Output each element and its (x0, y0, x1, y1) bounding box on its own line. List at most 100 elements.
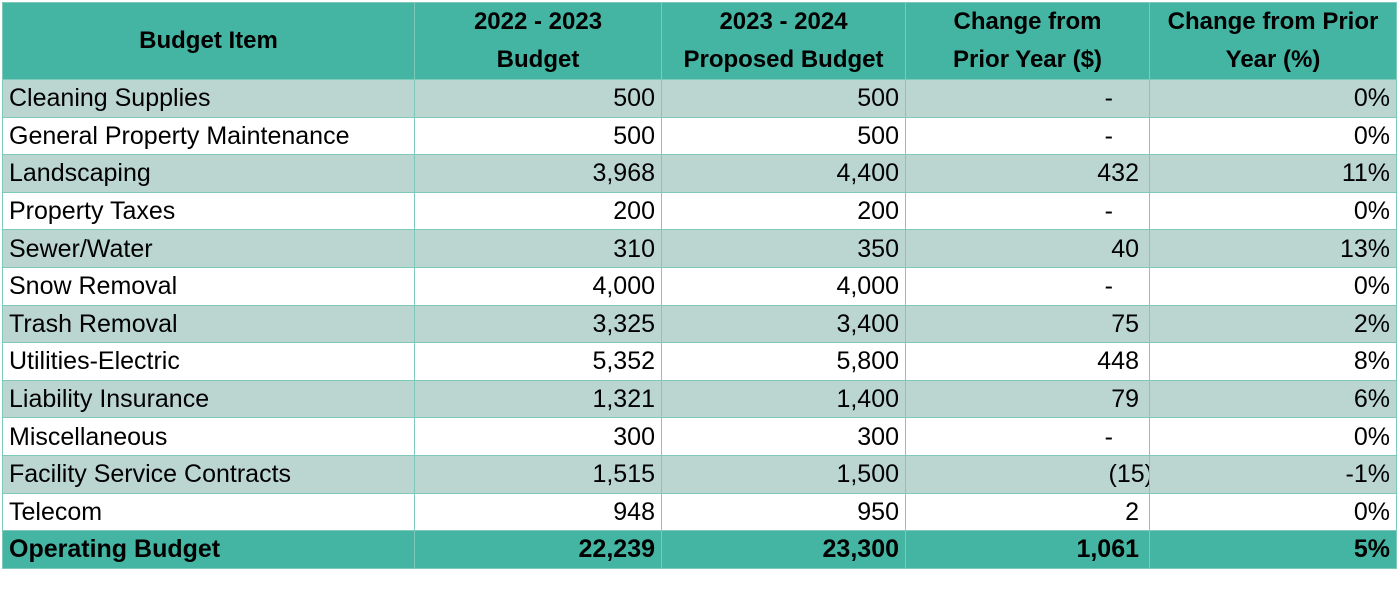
row-budget-2022: 200 (414, 191, 662, 231)
header-budget-item-label: Budget Item (139, 27, 278, 54)
row-item: Trash Removal (2, 304, 415, 344)
row-budget-2023: 300 (661, 417, 906, 456)
header-2022-budget: 2022 - 2023 Budget (414, 2, 662, 80)
row-item: Landscaping (2, 154, 415, 193)
change-dollar-value: 432 (1097, 159, 1139, 188)
row-change-dollar: 448 (905, 342, 1150, 381)
row-change-percent: 0% (1149, 79, 1397, 118)
row-item: General Property Maintenance (2, 116, 415, 156)
table-row: Trash Removal 3,325 3,400 75 2% (2, 304, 1397, 344)
header-2022-budget-line1: 2022 - 2023 (473, 8, 603, 35)
table-row: Liability Insurance 1,321 1,400 79 6% (2, 379, 1397, 419)
row-change-dollar: - (905, 116, 1150, 156)
row-budget-2023: 1,500 (661, 454, 906, 494)
row-change-dollar: - (905, 417, 1150, 456)
row-change-dollar: - (905, 79, 1150, 118)
row-budget-2023: 1,400 (661, 379, 906, 419)
row-budget-2023: 23,300 (661, 530, 906, 569)
row-budget-2023: 500 (661, 79, 906, 118)
row-change-percent: 11% (1149, 154, 1397, 193)
row-budget-2022: 500 (414, 79, 662, 118)
header-change-percent: Change from Prior Year (%) (1149, 2, 1397, 80)
change-dollar-value: - (1104, 84, 1113, 113)
row-change-dollar: 79 (905, 379, 1150, 419)
header-2023-budget-line1: 2023 - 2024 (719, 8, 848, 35)
row-item: Liability Insurance (2, 379, 415, 419)
table-row: General Property Maintenance 500 500-0% (2, 116, 1397, 156)
row-change-dollar: (15) (905, 454, 1150, 494)
row-budget-2022: 500 (414, 116, 662, 156)
row-item: Facility Service Contracts (2, 454, 415, 494)
row-budget-2023: 500 (661, 116, 906, 156)
change-dollar-value: - (1104, 197, 1113, 226)
total-row: Operating Budget 22,239 23,300 1,061 5% (2, 530, 1397, 569)
row-change-percent: 5% (1149, 530, 1397, 569)
row-budget-2022: 4,000 (414, 266, 662, 306)
row-change-percent: 2% (1149, 304, 1397, 344)
row-budget-2023: 350 (661, 229, 906, 268)
row-change-dollar: - (905, 266, 1150, 306)
row-budget-2022: 3,325 (414, 304, 662, 344)
table-row: Miscellaneous 300 300-0% (2, 417, 1397, 456)
row-item: Operating Budget (2, 530, 415, 569)
budget-table: Budget Item 2022 - 2023 Budget 2023 - 20… (2, 2, 1397, 569)
row-budget-2023: 4,000 (661, 266, 906, 306)
row-budget-2022: 948 (414, 492, 662, 532)
row-item: Miscellaneous (2, 417, 415, 456)
change-dollar-value: 40 (1111, 234, 1139, 263)
row-change-dollar: 1,061 (905, 530, 1150, 569)
header-change-percent-line1: Change from Prior (1167, 8, 1379, 35)
change-dollar-value: - (1104, 422, 1113, 451)
table-row: Telecom 948 950 2 0% (2, 492, 1397, 532)
table-row: Snow Removal 4,000 4,000-0% (2, 266, 1397, 306)
row-item: Telecom (2, 492, 415, 532)
row-change-dollar: 75 (905, 304, 1150, 344)
row-budget-2022: 3,968 (414, 154, 662, 193)
table-row: Facility Service Contracts 1,515 1,500 (15)… (2, 454, 1397, 494)
table-row: Utilities-Electric 5,352 5,800 448 8% (2, 342, 1397, 381)
row-change-percent: 13% (1149, 229, 1397, 268)
row-change-percent: 6% (1149, 379, 1397, 419)
row-item: Sewer/Water (2, 229, 415, 268)
row-item: Snow Removal (2, 266, 415, 306)
row-budget-2022: 22,239 (414, 530, 662, 569)
change-dollar-value: 2 (1125, 497, 1139, 526)
table-header-row: Budget Item 2022 - 2023 Budget 2023 - 20… (2, 2, 1397, 80)
row-change-dollar: 2 (905, 492, 1150, 532)
header-change-dollar-line2: Prior Year ($) (953, 46, 1102, 73)
row-budget-2023: 5,800 (661, 342, 906, 381)
row-change-percent: 0% (1149, 492, 1397, 532)
change-dollar-value: (15) (1108, 460, 1150, 489)
table-row: Cleaning Supplies 500 500-0% (2, 79, 1397, 118)
table-row: Landscaping 3,968 4,400 432 11% (2, 154, 1397, 193)
header-change-percent-line2: Year (%) (1225, 46, 1321, 73)
row-budget-2023: 950 (661, 492, 906, 532)
change-dollar-value: 79 (1111, 385, 1139, 414)
row-budget-2022: 300 (414, 417, 662, 456)
row-change-percent: 0% (1149, 116, 1397, 156)
row-item: Cleaning Supplies (2, 79, 415, 118)
change-dollar-value: 448 (1097, 347, 1139, 376)
row-change-percent: -1% (1149, 454, 1397, 494)
row-budget-2022: 5,352 (414, 342, 662, 381)
header-2022-budget-line2: Budget (496, 46, 580, 73)
row-item: Utilities-Electric (2, 342, 415, 381)
row-budget-2023: 200 (661, 191, 906, 231)
table-row: Sewer/Water 310 350 40 13% (2, 229, 1397, 268)
row-budget-2022: 1,515 (414, 454, 662, 494)
header-2023-proposed-budget: 2023 - 2024 Proposed Budget (661, 2, 906, 80)
row-change-dollar: 40 (905, 229, 1150, 268)
header-budget-item: Budget Item (2, 2, 415, 80)
budget-table-container: Budget Item 2022 - 2023 Budget 2023 - 20… (2, 2, 1397, 569)
row-change-percent: 0% (1149, 266, 1397, 306)
row-change-percent: 0% (1149, 417, 1397, 456)
row-item: Property Taxes (2, 191, 415, 231)
header-change-dollar-line1: Change from (953, 8, 1102, 35)
row-budget-2022: 310 (414, 229, 662, 268)
row-budget-2023: 4,400 (661, 154, 906, 193)
change-dollar-value: - (1104, 272, 1113, 301)
row-change-dollar: - (905, 191, 1150, 231)
row-change-percent: 8% (1149, 342, 1397, 381)
table-row: Property Taxes 200 200-0% (2, 191, 1397, 231)
header-2023-budget-line2: Proposed Budget (683, 46, 884, 73)
